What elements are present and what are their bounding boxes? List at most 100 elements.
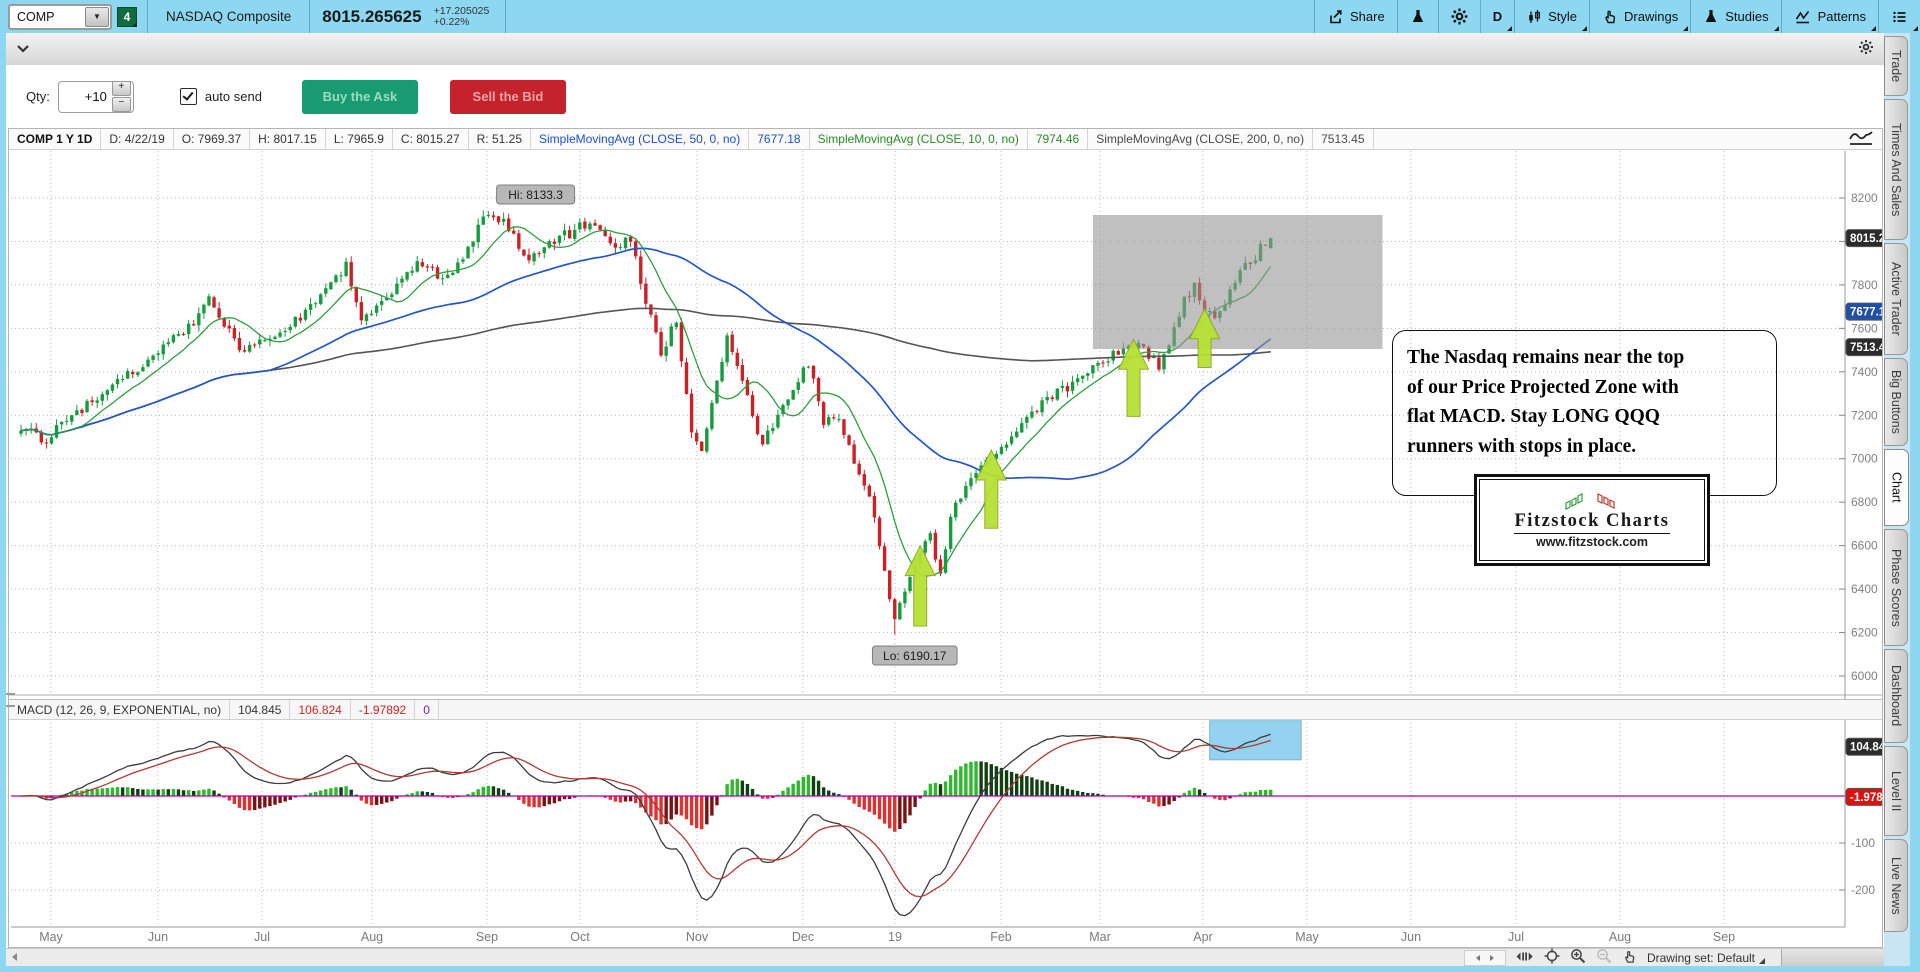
svg-text:Mar: Mar: [1089, 930, 1111, 944]
auto-send-label: auto send: [204, 89, 262, 104]
zoom-in-icon[interactable]: [1570, 948, 1586, 967]
separator: [505, 0, 507, 33]
pan-icon[interactable]: [1516, 950, 1534, 966]
order-panel-collapse-bar[interactable]: [6, 33, 1884, 66]
tab-times-and-sales[interactable]: Times And Sales: [1884, 99, 1908, 240]
drawings-label: Drawings: [1624, 9, 1679, 24]
tab-dashboard[interactable]: Dashboard: [1884, 649, 1908, 743]
top-toolbar: COMP ▼ 4 NASDAQ Composite 8015.265625 +1…: [0, 0, 1920, 33]
tab-label: Trade: [1889, 49, 1903, 83]
qty-decrement-button[interactable]: −: [111, 97, 131, 112]
svg-text:Nov: Nov: [686, 930, 709, 944]
macd-label[interactable]: MACD (12, 26, 9, EXPONENTIAL, no): [9, 700, 231, 719]
patterns-label: Patterns: [1817, 9, 1866, 24]
scroll-left-icon[interactable]: [10, 951, 19, 965]
tab-chart[interactable]: Chart: [1884, 449, 1909, 526]
hand-icon: [1602, 8, 1618, 25]
price-change: +17.205025 +0.22%: [433, 5, 506, 28]
svg-text:Apr: Apr: [1193, 930, 1212, 944]
tab-active-trader[interactable]: Active Trader: [1884, 243, 1908, 355]
pattern-squiggle-icon[interactable]: [1848, 129, 1874, 149]
svg-text:-1.9789: -1.9789: [1850, 792, 1882, 804]
price-macd-chart-canvas[interactable]: Hi: 8133.3Lo: 6190.178200800078007600740…: [9, 149, 1882, 948]
chart-gadget: Qty: +10 + − auto send Buy the Ask Sell …: [6, 33, 1884, 966]
share-button[interactable]: Share: [1314, 0, 1397, 33]
chart-panel: COMP 1 Y 1D D: 4/22/19 O: 7969.37 H: 801…: [8, 128, 1883, 948]
gear-icon[interactable]: [1858, 39, 1874, 60]
analyze-button[interactable]: [1396, 0, 1438, 33]
analyst-note[interactable]: The Nasdaq remains near the top of our P…: [1392, 330, 1777, 496]
qty-value[interactable]: +10: [84, 89, 107, 104]
page-left-icon[interactable]: [1475, 954, 1481, 962]
date-cell: D: 4/22/19: [101, 129, 174, 149]
candle-style-icon: [1527, 9, 1542, 25]
tab-label: Times And Sales: [1889, 122, 1903, 217]
chevron-down-icon[interactable]: [16, 40, 30, 58]
svg-text:Aug: Aug: [361, 930, 383, 944]
timeframe-button[interactable]: D: [1479, 0, 1514, 33]
sma10-label[interactable]: SimpleMovingAvg (CLOSE, 10, 0, no): [810, 129, 1028, 149]
chevron-down-icon[interactable]: ▼: [85, 6, 109, 27]
buy-the-ask-button[interactable]: Buy the Ask: [301, 79, 418, 114]
sma200-label[interactable]: SimpleMovingAvg (CLOSE, 200, 0, no): [1088, 129, 1314, 149]
settings-button[interactable]: [1437, 0, 1480, 33]
range-cell: R: 51.25: [469, 129, 531, 149]
studies-button[interactable]: Studies: [1690, 0, 1780, 33]
svg-text:Jun: Jun: [1401, 930, 1421, 944]
symbol-select[interactable]: COMP ▼: [8, 3, 112, 30]
tab-label: Live News: [1889, 856, 1903, 915]
note-line: The Nasdaq remains near the top: [1407, 347, 1685, 368]
auto-send-option[interactable]: auto send: [179, 88, 262, 105]
share-icon: [1327, 9, 1344, 25]
pattern-zigzag-icon: [1794, 9, 1812, 25]
macd-zero-value: 0: [415, 700, 439, 719]
quote-flag-badge[interactable]: 4: [117, 6, 137, 27]
svg-text:6800: 6800: [1851, 495, 1878, 509]
svg-text:-200: -200: [1851, 883, 1875, 897]
chart-status-bar: Drawing set: Default: [6, 948, 1884, 966]
drawing-set-label: Drawing set: Default: [1646, 950, 1755, 965]
tab-big-buttons[interactable]: Big Buttons: [1884, 358, 1908, 446]
page-arrows[interactable]: [1463, 949, 1506, 966]
style-button[interactable]: Style: [1514, 0, 1589, 33]
svg-text:7800: 7800: [1851, 278, 1878, 292]
open-cell: O: 7969.37: [174, 129, 251, 149]
qty-increment-button[interactable]: +: [111, 81, 131, 96]
svg-text:7513.45: 7513.45: [1850, 342, 1882, 354]
drawing-set-selector[interactable]: Drawing set: Default: [1647, 951, 1765, 965]
timeframe-label: D: [1492, 9, 1503, 24]
patterns-button[interactable]: Patterns: [1780, 0, 1878, 33]
drawings-button[interactable]: Drawings: [1589, 0, 1690, 33]
svg-text:May: May: [39, 930, 63, 944]
dropdown-corner-icon: [1871, 26, 1876, 31]
scrollbar-endcap: [1781, 949, 1884, 966]
check-icon: [182, 89, 194, 101]
svg-text:6600: 6600: [1851, 539, 1878, 553]
change-percent: +0.22%: [433, 15, 470, 28]
dropdown-corner-icon: [1507, 26, 1513, 31]
zoom-out-icon[interactable]: [1596, 948, 1612, 967]
tab-trade[interactable]: Trade: [1884, 36, 1908, 96]
sma50-label[interactable]: SimpleMovingAvg (CLOSE, 50, 0, no): [531, 129, 750, 149]
page-right-icon[interactable]: [1489, 954, 1495, 962]
svg-text:7200: 7200: [1851, 408, 1878, 422]
qty-stepper[interactable]: + −: [111, 81, 131, 112]
svg-text:Oct: Oct: [570, 930, 590, 944]
panel-resize-handle[interactable]: [6, 693, 15, 707]
crosshair-target-icon[interactable]: [1544, 948, 1560, 967]
svg-text:7600: 7600: [1851, 321, 1878, 335]
hand-cursor-icon[interactable]: [1622, 949, 1637, 967]
qty-input[interactable]: +10 + −: [57, 80, 134, 113]
tab-level-ii[interactable]: Level II: [1884, 746, 1908, 836]
logo-title: Fitzstock Charts: [1514, 511, 1670, 534]
tab-live-news[interactable]: Live News: [1884, 839, 1908, 932]
sell-the-bid-button[interactable]: Sell the Bid: [449, 79, 566, 114]
dropdown-corner-icon: [1913, 26, 1918, 31]
tab-phase-scores[interactable]: Phase Scores: [1884, 529, 1908, 646]
svg-text:8015.27: 8015.27: [1850, 233, 1882, 245]
svg-text:6000: 6000: [1851, 669, 1878, 683]
order-entry-row: Qty: +10 + − auto send Buy the Ask Sell …: [6, 65, 1884, 128]
auto-send-checkbox[interactable]: [179, 88, 197, 105]
svg-text:Feb: Feb: [990, 930, 1012, 944]
chart-menu-button[interactable]: [1878, 0, 1920, 33]
